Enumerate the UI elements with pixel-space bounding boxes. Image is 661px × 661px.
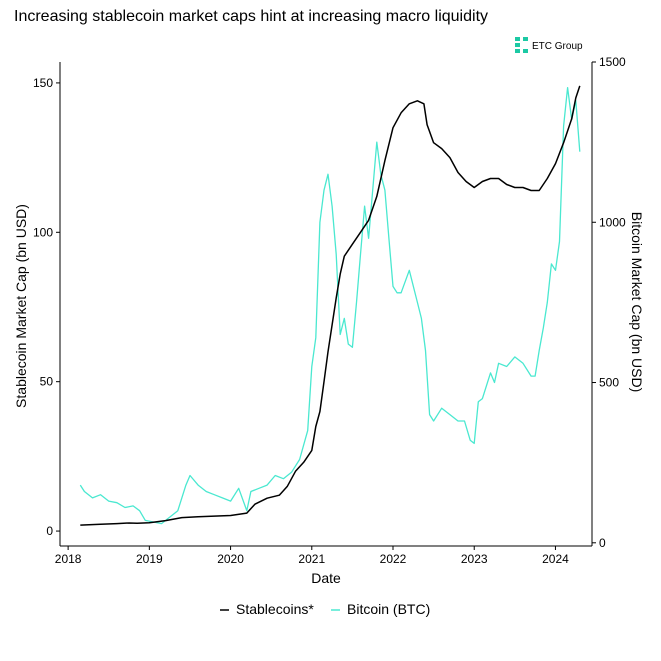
y-right-tick-label: 1500	[599, 55, 626, 69]
x-tick-label: 2021	[298, 552, 325, 566]
x-tick-label: 2022	[380, 552, 407, 566]
y-right-tick-label: 0	[599, 536, 606, 550]
x-tick-label: 2018	[55, 552, 82, 566]
etc-group-logo-icon	[515, 37, 528, 53]
y-left-tick-label: 0	[46, 524, 53, 538]
y-axis-left-title: Stablecoin Market Cap (bn USD)	[13, 204, 29, 408]
legend: Stablecoins* Bitcoin (BTC)	[220, 601, 430, 617]
plot-area	[79, 85, 581, 526]
y-left-tick-label: 150	[33, 76, 53, 90]
x-tick-label: 2024	[542, 552, 569, 566]
y-left-tick-label: 50	[40, 375, 54, 389]
brand-logo: ETC Group	[515, 37, 583, 53]
y-right-tick-label: 1000	[599, 215, 626, 229]
brand-name: ETC Group	[532, 41, 583, 52]
series-line-bitcoin	[79, 86, 581, 525]
series-line-stablecoins	[80, 85, 581, 526]
x-axis-title: Date	[311, 570, 341, 586]
legend-label-stablecoins: Stablecoins*	[236, 601, 314, 617]
y-right-tick-label: 500	[599, 376, 619, 390]
x-tick-label: 2019	[136, 552, 163, 566]
y-left-tick-label: 100	[33, 225, 53, 239]
y-axis-right-title: Bitcoin Market Cap (bn USD)	[629, 212, 645, 393]
x-tick-label: 2020	[217, 552, 244, 566]
x-tick-label: 2023	[461, 552, 488, 566]
legend-label-bitcoin: Bitcoin (BTC)	[347, 601, 430, 617]
chart-title: Increasing stablecoin market caps hint a…	[14, 8, 488, 25]
